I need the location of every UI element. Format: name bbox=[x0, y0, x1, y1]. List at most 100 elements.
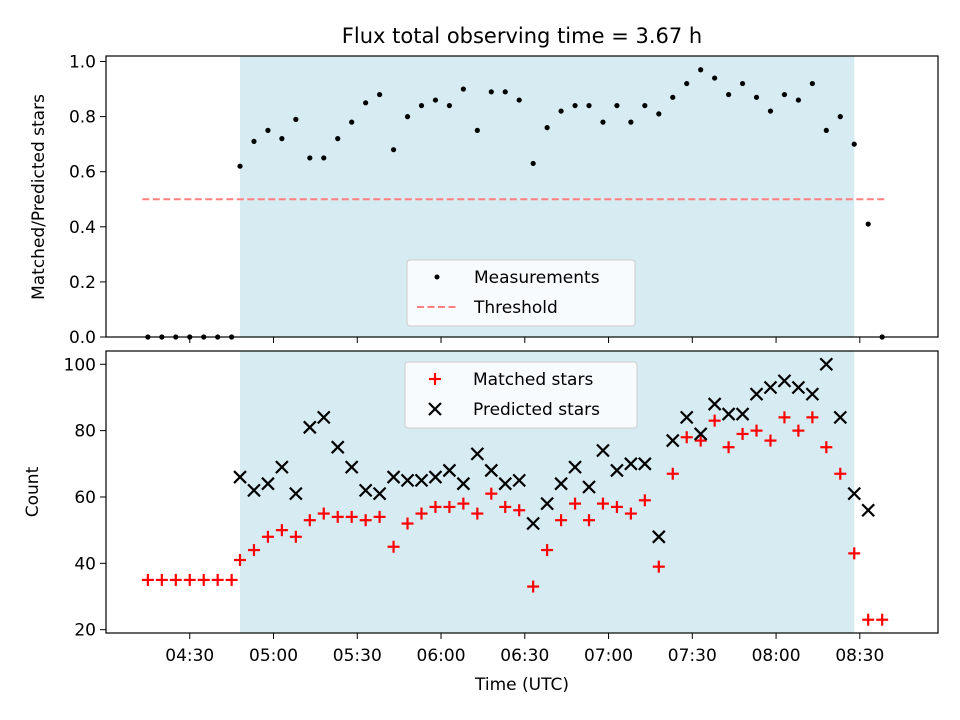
measurement-point bbox=[279, 136, 285, 142]
y-tick-label: 0.4 bbox=[69, 218, 96, 238]
matched-star-point bbox=[806, 411, 819, 424]
y-tick-label: 40 bbox=[74, 554, 96, 574]
measurements-series bbox=[145, 67, 885, 340]
measurement-point bbox=[544, 125, 550, 131]
measurement-point bbox=[251, 138, 257, 145]
matched-star-point bbox=[457, 497, 470, 510]
measurement-point bbox=[446, 102, 453, 109]
matched-star-point bbox=[722, 441, 735, 454]
matched-star-point bbox=[317, 507, 330, 520]
matched-star-point bbox=[527, 580, 540, 593]
matched-star-point bbox=[834, 467, 847, 480]
matched-star-point bbox=[247, 544, 260, 557]
bottom-panel: 20 40 60 80 100 04:30 05:00 05:30 06:00 06:30 07:… bbox=[23, 350, 939, 695]
matched-star-point bbox=[345, 510, 358, 523]
matched-star-point bbox=[750, 424, 763, 437]
chart-title: Flux total observing time = 3.67 h bbox=[342, 24, 702, 48]
matched-star-point bbox=[555, 514, 568, 527]
top-x-ticks bbox=[189, 337, 861, 343]
predicted-star-point bbox=[805, 387, 820, 401]
predicted-star-point bbox=[763, 380, 778, 395]
measurement-point bbox=[307, 155, 313, 161]
measurement-point bbox=[558, 108, 564, 114]
predicted-star-point bbox=[693, 427, 708, 441]
bottom-y-axis: 20 40 60 80 100 bbox=[64, 355, 106, 641]
predicted-star-point bbox=[847, 486, 862, 501]
predicted-star-point bbox=[484, 463, 499, 478]
measurement-point bbox=[795, 97, 802, 103]
measurement-point bbox=[837, 114, 843, 120]
y-tick-label: 0.2 bbox=[69, 273, 96, 293]
bottom-legend: Matched stars Predicted stars bbox=[404, 361, 638, 429]
measurement-point bbox=[670, 94, 676, 100]
x-tick-label: 07:30 bbox=[668, 646, 717, 666]
measurement-point bbox=[865, 221, 871, 227]
predicted-star-point bbox=[289, 486, 303, 501]
matched-star-point bbox=[234, 554, 247, 567]
predicted-star-point bbox=[526, 516, 540, 531]
matched-star-point bbox=[155, 573, 168, 586]
predicted-star-point bbox=[428, 470, 443, 484]
predicted-star-point bbox=[400, 473, 415, 488]
legend-predicted-marker bbox=[428, 402, 442, 416]
matched-star-point bbox=[541, 544, 554, 557]
top-y-axis-label: Matched/Predicted stars bbox=[29, 94, 49, 300]
legend-threshold-label: Threshold bbox=[473, 298, 558, 318]
y-tick-label: 60 bbox=[74, 488, 96, 508]
predicted-star-point bbox=[819, 357, 834, 372]
matched-star-point bbox=[169, 573, 182, 586]
measurement-point bbox=[502, 89, 508, 95]
measurement-point bbox=[781, 91, 788, 98]
measurement-point bbox=[698, 67, 704, 73]
legend-matched-label: Matched stars bbox=[473, 370, 593, 390]
measurement-point bbox=[474, 127, 480, 133]
predicted-star-point bbox=[833, 410, 848, 425]
measurement-point bbox=[418, 102, 425, 109]
measurement-point bbox=[377, 91, 383, 98]
y-tick-label: 80 bbox=[74, 422, 96, 442]
measurement-point bbox=[237, 163, 243, 169]
matched-star-point bbox=[485, 487, 498, 500]
y-tick-label: 20 bbox=[74, 621, 96, 641]
bottom-x-axis: 04:30 05:00 05:30 06:00 06:30 07:00 07:30 08:00… bbox=[165, 633, 884, 666]
predicted-star-point bbox=[261, 476, 275, 491]
measurement-point bbox=[823, 127, 829, 133]
predicted-star-point bbox=[638, 457, 652, 471]
predicted-star-point bbox=[330, 440, 345, 454]
predicted-star-point bbox=[303, 420, 317, 435]
measurement-point bbox=[586, 102, 592, 109]
matched-star-point bbox=[680, 431, 693, 444]
bottom-y-axis-label: Count bbox=[23, 466, 43, 517]
x-tick-label: 06:00 bbox=[417, 646, 466, 666]
measurement-point bbox=[600, 119, 606, 125]
measurement-point bbox=[851, 141, 857, 147]
matched-star-point bbox=[197, 573, 210, 586]
matched-star-point bbox=[429, 500, 442, 513]
matched-star-point bbox=[583, 514, 596, 527]
matched-star-point bbox=[443, 500, 456, 513]
predicted-star-point bbox=[358, 483, 373, 498]
x-tick-label: 06:30 bbox=[500, 646, 549, 666]
matched-star-point bbox=[415, 507, 428, 520]
measurement-point bbox=[809, 80, 815, 87]
predicted-star-point bbox=[247, 483, 261, 498]
matched-star-point bbox=[778, 411, 791, 424]
matched-star-point bbox=[471, 507, 484, 520]
matched-star-point bbox=[373, 510, 386, 523]
top-legend: Measurements Threshold bbox=[406, 259, 636, 327]
matched-star-point bbox=[513, 504, 526, 517]
top-axes-frame bbox=[105, 55, 939, 338]
predicted-star-point bbox=[470, 447, 485, 461]
matched-star-point bbox=[708, 414, 721, 427]
legend-measurements-label: Measurements bbox=[474, 268, 600, 288]
top-legend-box bbox=[406, 259, 636, 327]
predicted-star-point bbox=[791, 380, 806, 395]
predicted-star-point bbox=[777, 374, 792, 388]
measurement-point bbox=[321, 155, 327, 161]
predicted-star-point bbox=[233, 470, 247, 484]
y-tick-label: 100 bbox=[64, 355, 96, 375]
matched-star-point bbox=[183, 573, 196, 586]
measurement-point bbox=[516, 97, 522, 103]
measurement-point bbox=[614, 102, 620, 109]
